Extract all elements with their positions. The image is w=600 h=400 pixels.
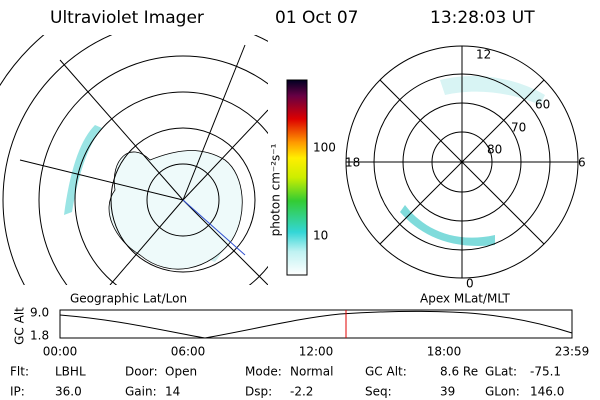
alt-xtick: 23:59 xyxy=(555,345,590,359)
field-value: -2.2 xyxy=(290,385,313,399)
lat-label: 70 xyxy=(511,121,526,135)
mlt-label: 18 xyxy=(345,156,360,170)
time: 13:28:03 UT xyxy=(430,8,535,28)
mlt-label: 0 xyxy=(466,277,474,291)
field-label: IP: xyxy=(10,385,25,399)
alt-xtick: 12:00 xyxy=(299,345,334,359)
colorbar-label: photon cm⁻²s⁻¹ xyxy=(269,143,283,236)
mlt-label: 12 xyxy=(476,48,491,62)
altitude-plot xyxy=(59,309,573,339)
caption: Geographic Lat/Lon xyxy=(70,292,187,306)
field-value: 8.6 Re xyxy=(440,365,478,379)
colorbar-tick: 10 xyxy=(313,229,328,243)
field-value: Open xyxy=(165,365,197,379)
mlt-label: 6 xyxy=(578,156,586,170)
alt-xtick: 18:00 xyxy=(427,345,462,359)
alt-xtick: 00:00 xyxy=(43,345,78,359)
geo-map xyxy=(0,35,268,285)
field-value: 146.0 xyxy=(530,385,564,399)
field-value: 39 xyxy=(440,385,455,399)
field-value: 36.0 xyxy=(55,385,82,399)
title: Ultraviolet Imager xyxy=(50,8,204,28)
field-label: GLon: xyxy=(485,385,520,399)
alt-ytick: 1.8 xyxy=(30,329,49,343)
field-label: Seq: xyxy=(365,385,392,399)
colorbar xyxy=(286,79,308,276)
field-label: GC Alt: xyxy=(365,365,407,379)
mlt-map xyxy=(345,45,579,279)
field-value: Normal xyxy=(290,365,333,379)
field-value: -75.1 xyxy=(530,365,561,379)
alt-label: GC Alt xyxy=(13,307,27,345)
field-value: LBHL xyxy=(55,365,86,379)
alt-xtick: 06:00 xyxy=(171,345,206,359)
field-label: Mode: xyxy=(245,365,282,379)
caption: Apex MLat/MLT xyxy=(420,292,510,306)
field-label: Gain: xyxy=(125,385,157,399)
field-label: Door: xyxy=(125,365,158,379)
field-label: Dsp: xyxy=(245,385,272,399)
date: 01 Oct 07 xyxy=(275,8,358,28)
alt-ytick: 9.0 xyxy=(30,306,49,320)
lat-label: 60 xyxy=(535,98,550,112)
lat-label: 80 xyxy=(487,143,502,157)
colorbar-tick: 100 xyxy=(313,141,336,155)
field-label: GLat: xyxy=(485,365,517,379)
field-value: 14 xyxy=(165,385,180,399)
field-label: Flt: xyxy=(10,365,29,379)
